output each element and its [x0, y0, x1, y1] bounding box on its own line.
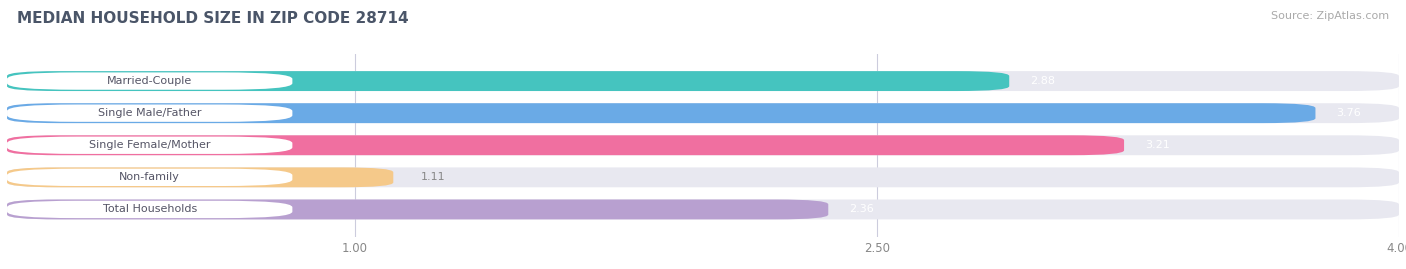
- FancyBboxPatch shape: [7, 71, 1010, 91]
- Text: Single Male/Father: Single Male/Father: [98, 108, 201, 118]
- FancyBboxPatch shape: [7, 104, 292, 122]
- FancyBboxPatch shape: [7, 167, 1399, 187]
- Text: Married-Couple: Married-Couple: [107, 76, 193, 86]
- FancyBboxPatch shape: [7, 71, 1399, 91]
- Text: Total Households: Total Households: [103, 204, 197, 214]
- FancyBboxPatch shape: [7, 103, 1316, 123]
- Text: MEDIAN HOUSEHOLD SIZE IN ZIP CODE 28714: MEDIAN HOUSEHOLD SIZE IN ZIP CODE 28714: [17, 11, 409, 26]
- FancyBboxPatch shape: [7, 169, 292, 186]
- FancyBboxPatch shape: [7, 137, 292, 154]
- FancyBboxPatch shape: [7, 135, 1123, 155]
- Text: 2.88: 2.88: [1031, 76, 1054, 86]
- Text: 1.11: 1.11: [422, 172, 446, 182]
- FancyBboxPatch shape: [7, 167, 394, 187]
- Text: 3.76: 3.76: [1336, 108, 1361, 118]
- FancyBboxPatch shape: [7, 200, 1399, 220]
- FancyBboxPatch shape: [7, 135, 1399, 155]
- FancyBboxPatch shape: [7, 72, 292, 90]
- Text: 2.36: 2.36: [849, 204, 875, 214]
- FancyBboxPatch shape: [7, 201, 292, 218]
- Text: 3.21: 3.21: [1144, 140, 1170, 150]
- Text: Source: ZipAtlas.com: Source: ZipAtlas.com: [1271, 11, 1389, 21]
- Text: Non-family: Non-family: [120, 172, 180, 182]
- Text: Single Female/Mother: Single Female/Mother: [89, 140, 211, 150]
- FancyBboxPatch shape: [7, 200, 828, 220]
- FancyBboxPatch shape: [7, 103, 1399, 123]
